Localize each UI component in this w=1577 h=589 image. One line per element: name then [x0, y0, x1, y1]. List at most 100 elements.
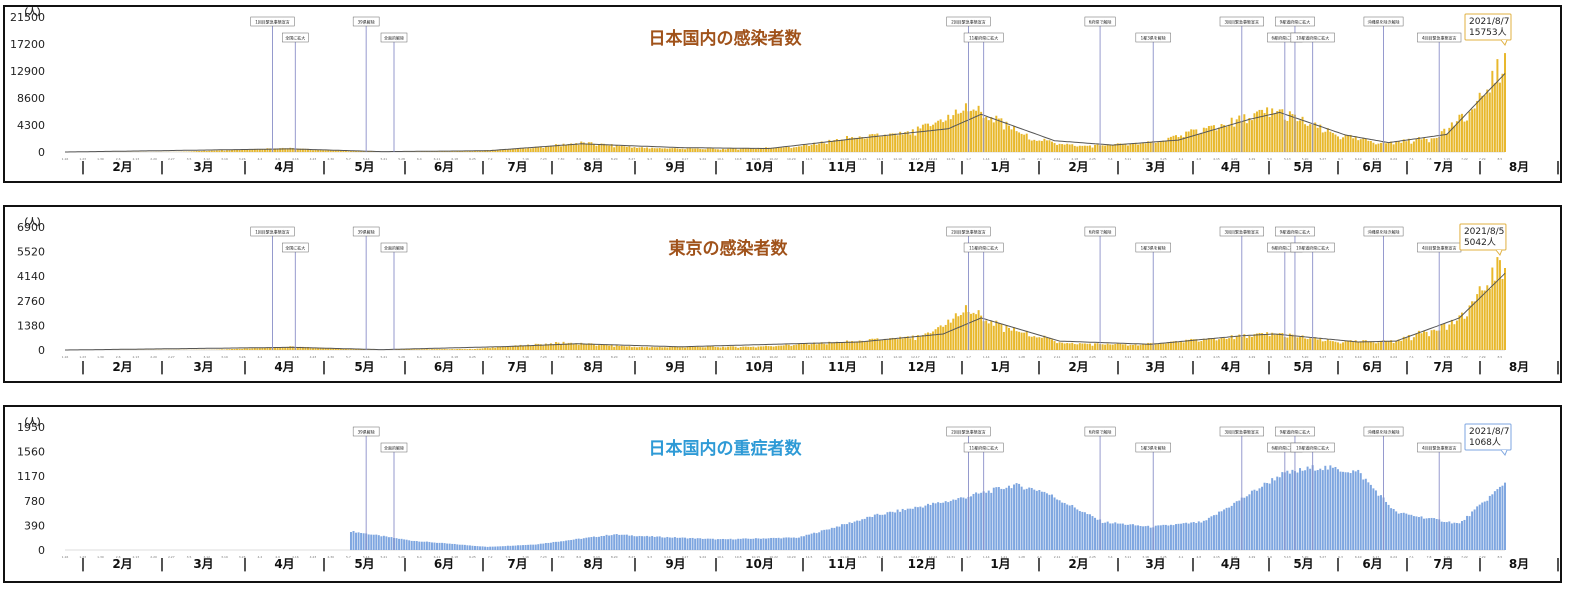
daily-bar	[1018, 132, 1021, 152]
event-label: 2回目緊急事態宣言	[951, 429, 986, 435]
x-date-tick: 6.11	[434, 355, 441, 359]
daily-bar	[1073, 344, 1076, 350]
event-box	[282, 32, 309, 43]
month-separator: |	[1191, 160, 1196, 175]
daily-bar	[296, 148, 299, 152]
daily-bar	[1415, 516, 1418, 550]
daily-bar	[663, 537, 666, 550]
x-date-tick: 5.7	[346, 157, 351, 161]
daily-bar	[418, 349, 421, 350]
event-box	[380, 442, 408, 453]
daily-bar	[1233, 339, 1236, 350]
daily-bar	[251, 348, 254, 350]
y-tick-label: 1170	[17, 470, 45, 483]
daily-bar	[815, 533, 818, 550]
daily-bar	[891, 133, 894, 152]
daily-bar	[570, 342, 573, 350]
daily-bar	[1445, 133, 1448, 152]
month-label: 10月	[745, 360, 774, 374]
daily-bar	[486, 347, 489, 350]
daily-bar	[1220, 337, 1223, 350]
daily-bar	[524, 544, 527, 550]
daily-bar	[1076, 344, 1079, 350]
month-separator: |	[481, 160, 486, 175]
daily-bar	[473, 348, 476, 350]
month-separator: |	[1191, 557, 1196, 572]
daily-bar	[1121, 143, 1124, 152]
daily-bar	[436, 349, 439, 350]
daily-bar	[463, 349, 466, 350]
daily-bar	[1367, 140, 1370, 152]
month-label: 3月	[193, 557, 213, 571]
daily-bar	[1253, 113, 1256, 152]
daily-bar	[691, 148, 694, 152]
daily-bar	[1210, 125, 1213, 152]
event-label: 4回目緊急事態宣言	[1422, 245, 1457, 251]
month-label: 5月	[1293, 160, 1313, 174]
daily-bar	[666, 536, 669, 550]
month-separator: |	[1267, 360, 1272, 375]
daily-bar	[334, 348, 337, 350]
daily-bar	[752, 346, 755, 350]
daily-bar	[534, 146, 537, 152]
daily-bar	[511, 149, 514, 152]
daily-bar	[1435, 137, 1438, 152]
daily-bar	[962, 312, 965, 350]
daily-bar	[818, 343, 821, 350]
daily-bar	[309, 149, 312, 152]
daily-bar	[481, 546, 484, 550]
daily-bar	[375, 534, 378, 550]
x-date-tick: 7.16	[522, 157, 529, 161]
daily-bar	[468, 150, 471, 152]
x-date-tick: 5.27	[1319, 555, 1326, 559]
x-date-tick: 3.5	[187, 157, 192, 161]
daily-bar	[770, 537, 773, 550]
daily-bar	[719, 149, 722, 152]
x-date-tick: 11.12	[822, 157, 831, 161]
daily-bar	[949, 500, 952, 550]
x-date-tick: 3.18	[1142, 355, 1149, 359]
daily-bar	[1314, 470, 1317, 550]
daily-bar	[1273, 334, 1276, 350]
daily-bar	[1212, 125, 1215, 152]
daily-bar	[1286, 337, 1289, 350]
daily-bar	[886, 135, 889, 152]
daily-bar	[620, 534, 623, 550]
daily-bar	[347, 151, 350, 152]
daily-bar	[899, 336, 902, 350]
daily-bar	[1002, 489, 1005, 550]
daily-bar	[709, 346, 712, 350]
x-date-tick: 3.18	[1142, 555, 1149, 559]
daily-bar	[1126, 145, 1129, 152]
x-date-tick: 9.24	[699, 157, 706, 161]
daily-bar	[1177, 137, 1180, 152]
daily-bar	[403, 349, 406, 350]
daily-bar	[514, 148, 517, 152]
daily-bar	[1162, 524, 1165, 550]
daily-bar	[595, 145, 598, 152]
daily-bar	[552, 146, 555, 152]
daily-bar	[889, 511, 892, 550]
daily-bar	[1319, 468, 1322, 550]
event-label: 11都府県に拡大	[969, 245, 998, 251]
daily-bar	[1407, 138, 1410, 152]
y-tick-label: 1950	[17, 421, 45, 434]
daily-bar	[560, 541, 563, 550]
daily-bar	[1230, 505, 1233, 550]
daily-bar	[1058, 500, 1061, 550]
daily-bar	[641, 147, 643, 152]
daily-bar	[625, 146, 628, 152]
x-date-tick: 7.23	[540, 555, 547, 559]
daily-bar	[906, 131, 909, 152]
daily-bar	[1149, 343, 1152, 350]
daily-bar	[813, 342, 816, 350]
daily-bar	[1111, 344, 1114, 350]
daily-bar	[744, 538, 747, 550]
x-date-tick: 5.20	[1302, 157, 1309, 161]
x-date-tick: 4.2	[257, 355, 262, 359]
daily-bar	[529, 148, 532, 152]
daily-bar	[580, 342, 583, 350]
daily-bar	[438, 542, 441, 550]
x-date-tick: 7.16	[522, 355, 529, 359]
daily-bar	[1448, 521, 1451, 550]
